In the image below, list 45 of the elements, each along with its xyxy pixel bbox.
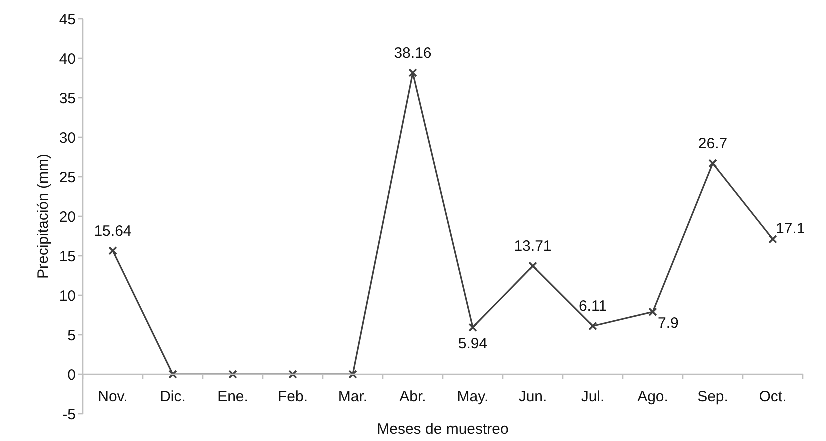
x-tick-label: Ago. <box>638 388 668 405</box>
data-label: 38.16 <box>394 44 432 62</box>
x-tick-label: May. <box>457 388 489 405</box>
x-tick-label: Ene. <box>218 388 248 405</box>
data-label: 17.1 <box>776 220 806 237</box>
point <box>768 235 778 244</box>
data-label: 6.11 <box>578 298 608 315</box>
y-tick-label: 40 <box>59 50 76 68</box>
point <box>588 322 598 331</box>
y-tick-label: 5 <box>68 327 76 344</box>
data-label: 15.64 <box>94 222 132 240</box>
x-tick-label: Mar. <box>338 388 368 405</box>
y-tick-label: 15 <box>59 248 76 266</box>
x-tick-label: Dic. <box>160 388 186 405</box>
x-tick-label: Sep. <box>698 388 728 405</box>
point <box>348 370 358 379</box>
y-tick-label: 35 <box>59 90 76 108</box>
data-label: 26.7 <box>698 135 728 152</box>
y-tick-label: 20 <box>59 208 76 226</box>
data-label: 13.71 <box>514 238 552 255</box>
point <box>648 308 658 316</box>
point <box>108 246 118 256</box>
point <box>168 370 178 379</box>
point <box>528 262 538 271</box>
point <box>408 68 418 78</box>
x-tick-label: Oct. <box>759 388 787 405</box>
y-tick-label: 0 <box>68 366 76 384</box>
point <box>468 323 478 332</box>
x-tick-label: Abr. <box>400 388 426 405</box>
data-label: 5.94 <box>458 335 488 352</box>
point <box>288 370 298 379</box>
y-tick-label: 10 <box>59 288 76 305</box>
y-tick-label: 25 <box>59 169 76 186</box>
y-tick-label: 30 <box>59 130 76 147</box>
y-tick-label: -5 <box>62 406 76 424</box>
x-tick-label: Jul. <box>581 388 605 405</box>
x-tick-label: Feb. <box>278 388 308 405</box>
x-axis-title: Meses de muestreo <box>377 420 509 438</box>
point <box>228 370 238 379</box>
point <box>708 159 718 168</box>
data-label: 7.9 <box>658 314 679 332</box>
x-tick-label: Jun. <box>518 388 548 405</box>
x-tick-label: Nov. <box>98 388 128 405</box>
y-axis-title: Precipitación (mm) <box>34 154 52 280</box>
y-tick-label: 45 <box>59 11 76 28</box>
